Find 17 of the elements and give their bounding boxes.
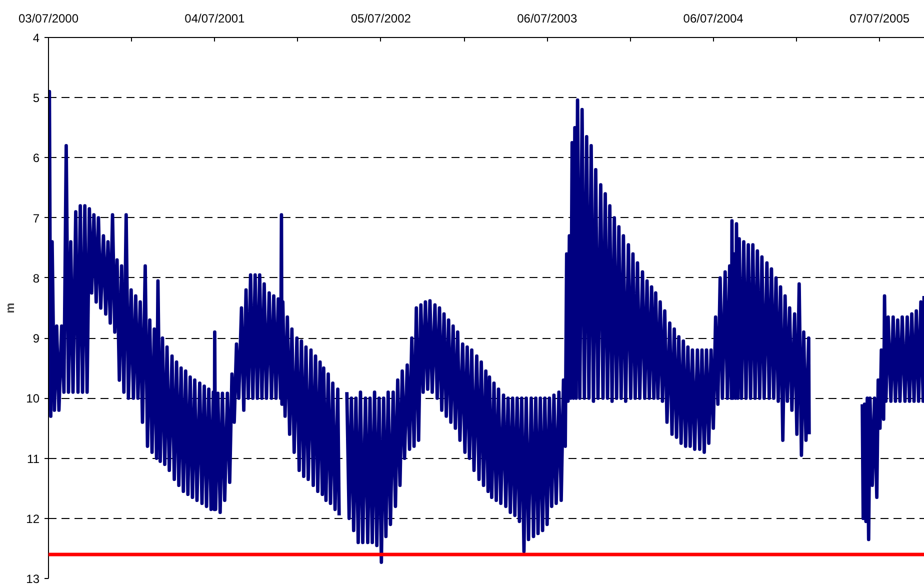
x-tick-label: 04/07/2001	[184, 12, 246, 26]
x-tick-label: 05/07/2002	[350, 12, 412, 26]
y-tick-label: 11	[27, 452, 40, 466]
y-tick-label: 9	[32, 332, 40, 346]
y-tick-label: 12	[26, 512, 40, 526]
x-tick-label: 06/07/2003	[517, 12, 578, 26]
y-tick-label: 8	[32, 271, 40, 286]
y-tick-label: 13	[26, 572, 40, 586]
y-tick-label: 6	[32, 151, 40, 166]
x-tick-label: 07/07/2005	[850, 12, 910, 26]
y-axis-title: m	[3, 302, 18, 314]
y-tick-label: 5	[32, 91, 40, 106]
x-tick-label: 06/07/2004	[683, 12, 744, 26]
y-tick-label: 10	[26, 392, 40, 406]
y-tick-label: 4	[32, 31, 40, 45]
y-tick-label: 7	[32, 211, 40, 226]
x-tick-label: 03/07/2000	[18, 12, 79, 26]
